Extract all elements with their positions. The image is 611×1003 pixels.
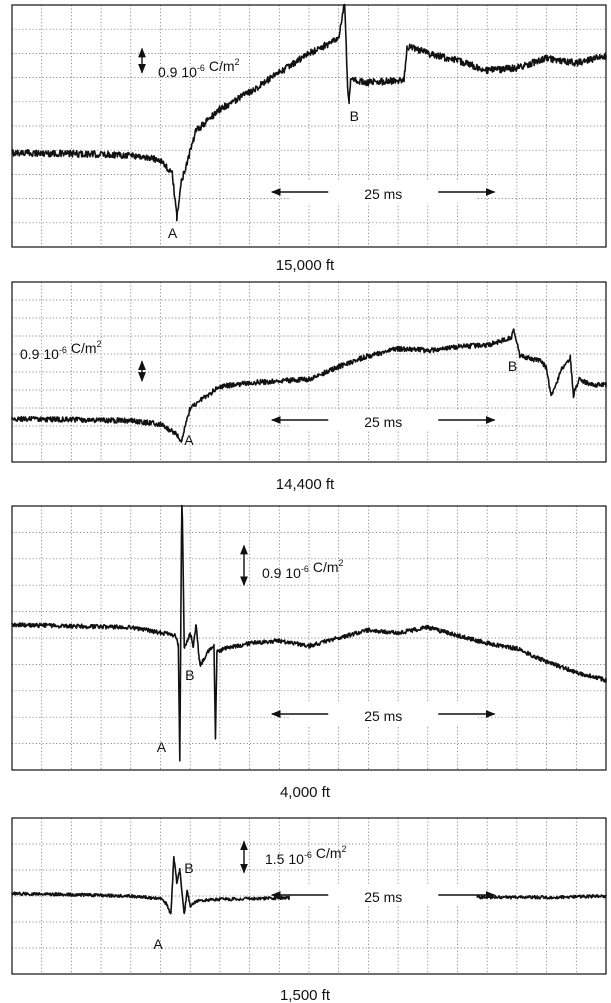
amplitude-unit-exponent: 2 xyxy=(339,558,344,568)
marker-a-label: A xyxy=(153,936,163,952)
amplitude-label: 0.9 10-6 C/m2 xyxy=(158,57,240,80)
amplitude-unit: C/m xyxy=(313,559,339,575)
amplitude-scale: 1.5 10-6 C/m2 xyxy=(240,840,347,874)
amplitude-label: 0.9 10-6 C/m2 xyxy=(262,558,344,581)
amplitude-value: 0.9 xyxy=(20,346,40,362)
waveform-trace xyxy=(11,3,607,222)
panel-3: 0.9 10-6 C/m2 25 ms A B 4,000 ft xyxy=(11,504,607,801)
panel-caption: 15,000 ft xyxy=(276,257,335,274)
amplitude-exponent: -6 xyxy=(301,564,309,574)
time-scale-label: 25 ms xyxy=(364,708,402,724)
amplitude-unit-exponent: 2 xyxy=(97,339,102,349)
panel-grid xyxy=(12,5,606,247)
panel-caption: 1,500 ft xyxy=(280,987,331,1003)
amplitude-unit: C/m xyxy=(209,58,235,74)
amplitude-value: 0.9 xyxy=(158,64,178,80)
amplitude-exponent: -6 xyxy=(197,63,205,73)
marker-a-label: A xyxy=(157,739,167,755)
amplitude-label: 0.9 10-6 C/m2 xyxy=(20,339,102,362)
amplitude-unit-exponent: 2 xyxy=(235,57,240,67)
amplitude-scale: 0.9 10-6 C/m2 xyxy=(240,544,344,587)
amplitude-exponent: -6 xyxy=(304,850,312,860)
waveform-trace xyxy=(11,328,607,443)
amplitude-unit: C/m xyxy=(71,340,97,356)
panel-frame xyxy=(11,281,607,463)
amplitude-unit-exponent: 2 xyxy=(342,844,347,854)
time-scale-mask xyxy=(289,409,477,431)
panel-2: 0.9 10-6 C/m2 25 ms A B 14,400 ft xyxy=(11,281,607,493)
amplitude-value: 0.9 xyxy=(262,565,282,581)
time-scale-mask xyxy=(289,884,477,906)
panel-frame xyxy=(11,4,607,248)
marker-a-label: A xyxy=(168,225,178,241)
panel-grid xyxy=(12,282,606,462)
panel-frame xyxy=(11,505,607,771)
amplitude-scale: 0.9 10-6 C/m2 xyxy=(138,47,240,80)
panel-caption: 4,000 ft xyxy=(280,784,331,801)
panel-1: 0.9 10-6 C/m2 25 ms A B 15,000 ft xyxy=(11,3,607,274)
waveform-trace xyxy=(11,504,607,762)
amplitude-scale: 0.9 10-6 C/m2 xyxy=(20,339,146,382)
time-scale-label: 25 ms xyxy=(364,889,402,905)
amplitude-label: 1.5 10-6 C/m2 xyxy=(265,844,347,867)
time-scale-label: 25 ms xyxy=(364,186,402,202)
panel-caption: 14,400 ft xyxy=(276,476,335,493)
time-scale: 25 ms xyxy=(270,181,496,203)
marker-b-label: B xyxy=(185,667,194,683)
marker-b-label: B xyxy=(508,358,517,374)
amplitude-unit: C/m xyxy=(316,845,342,861)
time-scale: 25 ms xyxy=(270,703,496,725)
time-scale-label: 25 ms xyxy=(364,414,402,430)
marker-b-label: B xyxy=(184,860,193,876)
time-scale-mask xyxy=(289,181,477,203)
time-scale: 25 ms xyxy=(270,409,496,431)
amplitude-value: 1.5 xyxy=(265,851,285,867)
time-scale: 25 ms xyxy=(270,884,496,906)
panel-4: 1.5 10-6 C/m2 25 ms A B 1,500 ft xyxy=(11,817,607,1003)
marker-a-label: A xyxy=(184,432,194,448)
amplitude-exponent: -6 xyxy=(59,345,67,355)
marker-b-label: B xyxy=(350,108,359,124)
time-scale-mask xyxy=(289,703,477,725)
